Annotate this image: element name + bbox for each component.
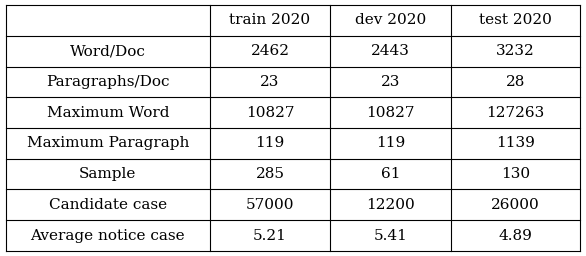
Text: 23: 23: [260, 75, 280, 89]
Text: 3232: 3232: [496, 44, 535, 58]
Text: 57000: 57000: [246, 198, 294, 212]
Text: 10827: 10827: [366, 106, 415, 120]
Text: 119: 119: [255, 136, 285, 150]
Text: 130: 130: [501, 167, 530, 181]
Text: Average notice case: Average notice case: [30, 229, 185, 242]
Text: dev 2020: dev 2020: [355, 14, 426, 27]
Text: Candidate case: Candidate case: [49, 198, 167, 212]
Text: Paragraphs/Doc: Paragraphs/Doc: [46, 75, 169, 89]
Text: Sample: Sample: [79, 167, 137, 181]
Text: 5.41: 5.41: [374, 229, 408, 242]
Text: 119: 119: [376, 136, 406, 150]
Text: 4.89: 4.89: [499, 229, 533, 242]
Text: 1139: 1139: [496, 136, 535, 150]
Text: 127263: 127263: [486, 106, 544, 120]
Text: Maximum Word: Maximum Word: [46, 106, 169, 120]
Text: 26000: 26000: [491, 198, 540, 212]
Text: Maximum Paragraph: Maximum Paragraph: [26, 136, 189, 150]
Text: Word/Doc: Word/Doc: [70, 44, 146, 58]
Text: 2443: 2443: [371, 44, 410, 58]
Text: 61: 61: [381, 167, 400, 181]
Text: 12200: 12200: [366, 198, 415, 212]
Text: 28: 28: [506, 75, 525, 89]
Text: 2462: 2462: [251, 44, 289, 58]
Text: test 2020: test 2020: [479, 14, 552, 27]
Text: 5.21: 5.21: [253, 229, 287, 242]
Text: 10827: 10827: [246, 106, 294, 120]
Text: 23: 23: [381, 75, 400, 89]
Text: 285: 285: [255, 167, 285, 181]
Text: train 2020: train 2020: [230, 14, 311, 27]
